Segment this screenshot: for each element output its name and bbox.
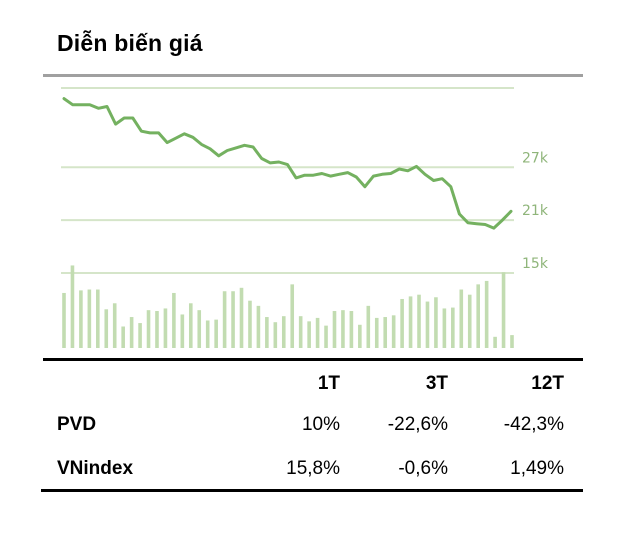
- volume-bar: [324, 325, 328, 348]
- volume-bar: [112, 303, 117, 348]
- volume-bar: [180, 314, 185, 348]
- volume-bar: [256, 305, 261, 348]
- volume-bar: [214, 319, 218, 348]
- volume-bar: [408, 296, 413, 348]
- volume-bar: [138, 323, 142, 348]
- volume-bar: [163, 308, 168, 348]
- volume-bar: [484, 280, 489, 348]
- col-header-1t: 1T: [317, 373, 340, 394]
- volume-bar: [239, 287, 244, 348]
- volume-bar: [366, 305, 371, 348]
- volume-bar: [451, 307, 455, 348]
- volume-bar: [459, 289, 464, 348]
- volume-bar: [197, 310, 202, 348]
- pvd-12t-value: -42,3%: [503, 414, 564, 435]
- volume-bar: [155, 311, 159, 348]
- volume-bar: [434, 297, 438, 348]
- pvd-1t-value: 10%: [301, 414, 340, 435]
- volume-bar: [442, 308, 447, 348]
- volume-bar: [332, 311, 337, 348]
- y-tick-label: 15k: [522, 256, 549, 272]
- volume-bar: [391, 315, 396, 348]
- vnindex-3t-value: -0,6%: [398, 458, 448, 479]
- volume-bar: [265, 317, 269, 348]
- vnindex-1t-value: 15,8%: [286, 458, 340, 479]
- grid-lines: [61, 87, 514, 274]
- volume-bar: [341, 310, 345, 348]
- volume-bar: [104, 309, 109, 348]
- volume-bar: [87, 289, 92, 348]
- volume-bar: [273, 322, 278, 348]
- volume-bar: [96, 289, 100, 348]
- pvd-3t-value: -22,6%: [387, 414, 448, 435]
- volume-bar: [70, 265, 75, 348]
- volume-bar: [400, 298, 404, 348]
- volume-bar: [79, 290, 83, 348]
- volume-bar: [121, 326, 125, 348]
- volume-bar: [290, 284, 295, 348]
- volume-bar: [248, 300, 252, 348]
- volume-bar: [315, 317, 320, 348]
- chart-title: Diễn biến giá: [57, 30, 203, 56]
- volume-bar: [417, 294, 421, 348]
- volume-bar: [501, 272, 506, 348]
- volume-bar: [298, 316, 303, 348]
- volume-bars: [62, 265, 514, 348]
- col-header-3t: 3T: [425, 373, 448, 394]
- y-tick-label: 27k: [522, 150, 549, 166]
- volume-bar: [205, 320, 210, 348]
- volume-bar: [307, 321, 311, 348]
- volume-bar: [222, 291, 227, 348]
- volume-bar: [383, 317, 388, 348]
- volume-bar: [425, 301, 430, 348]
- volume-bar: [493, 336, 497, 348]
- table-bottom-rule: [41, 489, 583, 492]
- y-tick-labels: 27k 21k 15k: [522, 150, 549, 272]
- row-label-pvd: PVD: [57, 414, 97, 435]
- price-line: [62, 97, 513, 230]
- col-header-12t: 12T: [531, 373, 564, 394]
- volume-bar: [281, 316, 286, 348]
- volume-bar: [467, 294, 472, 348]
- y-tick-label: 21k: [522, 203, 549, 219]
- volume-bar: [476, 284, 480, 348]
- volume-bar: [188, 303, 193, 348]
- volume-bar: [510, 335, 514, 348]
- table-top-rule: [43, 358, 583, 361]
- volume-bar: [349, 311, 354, 348]
- volume-bar: [374, 317, 379, 348]
- title-divider: [43, 74, 583, 77]
- volume-bar: [231, 291, 235, 348]
- row-label-vnindex: VNindex: [57, 458, 134, 479]
- volume-bar: [129, 317, 134, 348]
- vnindex-12t-value: 1,49%: [510, 458, 564, 479]
- volume-bar: [172, 292, 176, 348]
- volume-bar: [146, 310, 151, 348]
- price-series-line: [62, 97, 513, 230]
- volume-bar: [358, 324, 362, 348]
- volume-bar: [62, 292, 66, 348]
